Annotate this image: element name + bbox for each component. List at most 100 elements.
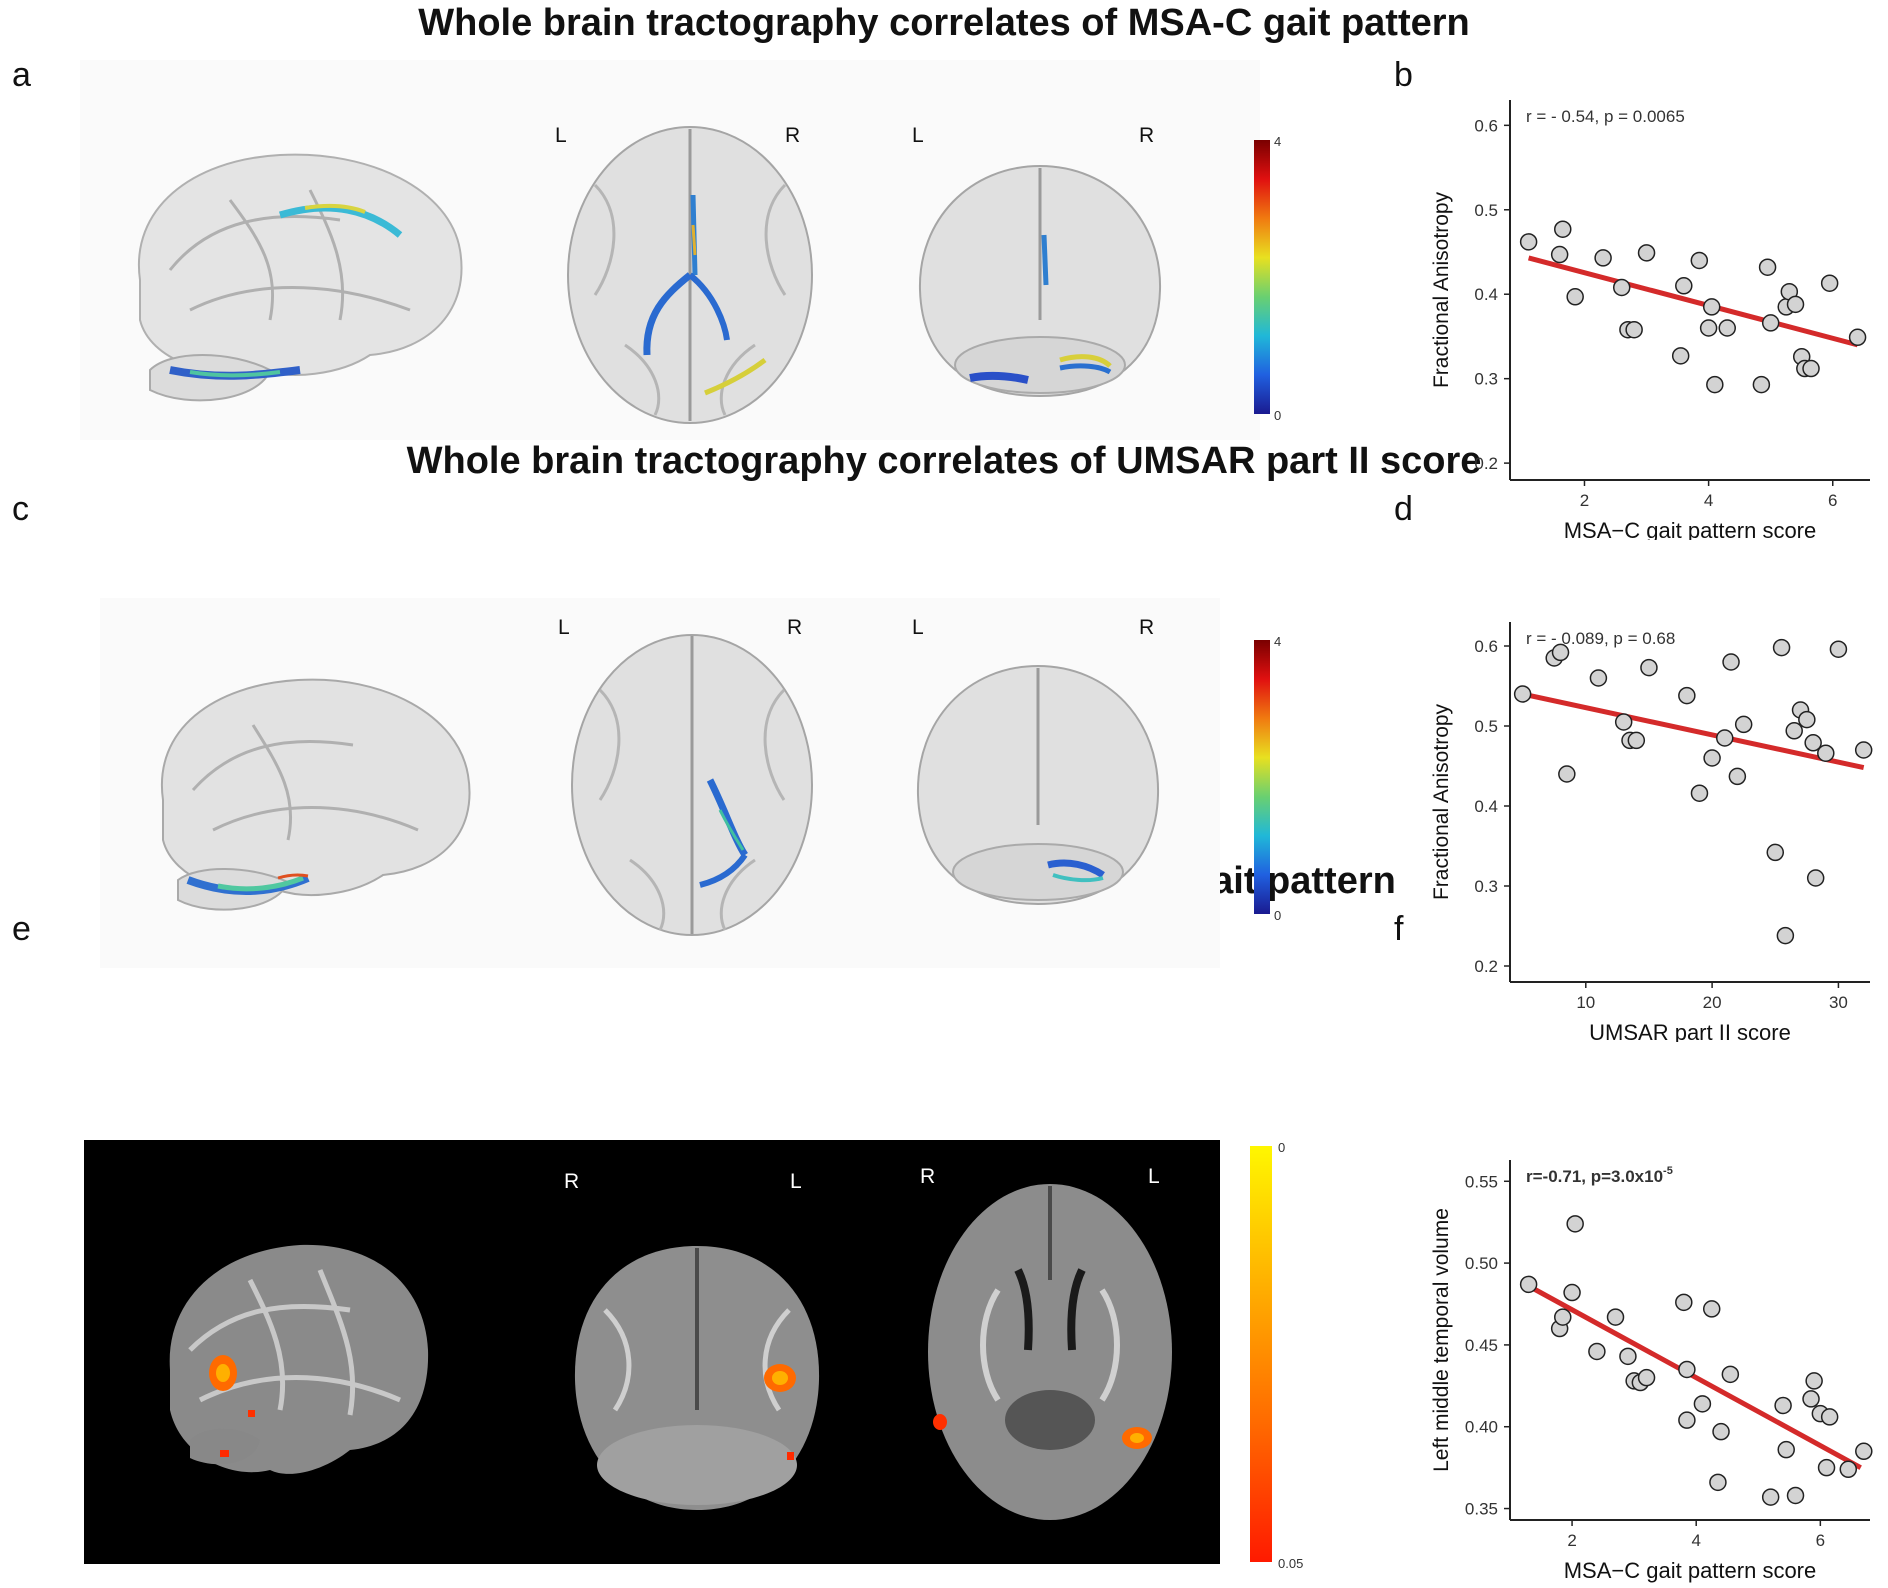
x-axis-label: UMSAR part II score [1589, 1020, 1791, 1042]
data-point [1554, 220, 1572, 238]
panel-label-a: a [12, 56, 31, 94]
y-tick-label: 0.40 [1465, 1418, 1498, 1437]
data-point [1614, 713, 1633, 731]
y-tick-label: 0.4 [1474, 285, 1498, 304]
colorbar-e [1250, 1146, 1272, 1562]
scatter-chart-d: 0.2 0.3 0.4 0.5 0.6 10 20 30 r = - 0.089, p = 0.… [1430, 622, 1873, 1042]
data-point [1805, 1372, 1823, 1390]
data-point [1712, 1422, 1730, 1441]
data-point [1690, 784, 1709, 802]
y-tick-label: 0.3 [1474, 370, 1498, 389]
orient-e2-left: L [1148, 1165, 1160, 1188]
data-point [1848, 328, 1867, 347]
x-axis-label: MSA−C gait pattern score [1564, 1558, 1817, 1583]
x-tick-label: 2 [1567, 1531, 1576, 1550]
data-point [1702, 1300, 1721, 1318]
colorbar-c-max: 4 [1274, 634, 1282, 649]
data-point [1671, 347, 1690, 365]
data-point [1817, 1458, 1836, 1477]
data-point [1699, 319, 1718, 337]
data-point [1594, 249, 1612, 267]
x-tick-label: 6 [1828, 491, 1837, 510]
scatter-chart-f: 0.35 0.40 0.45 0.50 0.55 2 4 6 r=-0.71, p=3.0x10… [1430, 1160, 1873, 1583]
data-point [1563, 1283, 1581, 1302]
y-tick-label: 0.2 [1474, 454, 1498, 473]
colorbar-a-min: 0 [1274, 408, 1282, 423]
x-tick-label: 20 [1703, 993, 1722, 1012]
x-axis-label: MSA−C gait pattern score [1564, 518, 1817, 540]
data-point [1637, 1368, 1656, 1387]
data-point [1625, 320, 1643, 339]
orient-c1-right: R [787, 616, 803, 639]
orient-c1-left: L [558, 616, 570, 639]
stats-annotation: r = - 0.54, p = 0.0065 [1526, 107, 1685, 126]
data-point [1785, 722, 1803, 740]
panel-label-b: b [1394, 56, 1413, 94]
brain-axial-a [567, 126, 813, 424]
orient-a2-right: R [1139, 124, 1155, 147]
data-point [1706, 375, 1724, 394]
brain-coronal-e [574, 1246, 820, 1510]
data-point [1619, 1347, 1637, 1366]
x-tick-label: 4 [1691, 1531, 1700, 1550]
data-point [1854, 741, 1873, 759]
data-point [1721, 1365, 1740, 1384]
data-point [1722, 653, 1740, 671]
x-tick-label: 30 [1829, 993, 1848, 1012]
data-point [1766, 843, 1785, 862]
data-point [1802, 359, 1820, 378]
data-point [1774, 1396, 1792, 1415]
data-point [1786, 295, 1805, 314]
regression-line [1527, 1283, 1862, 1470]
data-point [1804, 734, 1822, 752]
data-point [1758, 258, 1777, 276]
data-point [1588, 1342, 1606, 1361]
y-tick-label: 0.6 [1474, 637, 1498, 656]
orient-c2-right: R [1139, 616, 1155, 639]
data-point [1709, 1473, 1727, 1492]
panel-label-e: e [12, 910, 31, 948]
brain-coronal-a [918, 164, 1162, 398]
y-tick-label: 0.2 [1474, 957, 1498, 976]
data-point [1637, 244, 1656, 262]
data-point [1678, 1411, 1696, 1429]
data-point [1566, 1215, 1584, 1233]
colorbar-c [1254, 640, 1270, 914]
data-point [1761, 1488, 1780, 1506]
stats-annotation: r = - 0.089, p = 0.68 [1526, 629, 1675, 648]
x-tick-label: 2 [1580, 491, 1589, 510]
data-point [1798, 710, 1816, 729]
y-tick-label: 0.5 [1474, 201, 1498, 220]
data-point [1519, 1275, 1538, 1294]
data-point [1802, 1390, 1820, 1408]
data-point [1627, 731, 1646, 750]
data-point [1551, 643, 1570, 662]
data-point [1776, 926, 1795, 945]
regression-line [1527, 255, 1859, 348]
colorbar-e-bottom: 0.05 [1278, 1556, 1304, 1571]
brain-coronal-c [916, 664, 1160, 906]
data-point [1752, 375, 1771, 394]
y-axis-label: Fractional Anisotropy [1430, 191, 1453, 388]
orient-a1-right: R [785, 124, 801, 147]
data-point [1829, 640, 1848, 658]
colorbar-e-top: 0 [1278, 1140, 1286, 1155]
data-point [1734, 715, 1753, 734]
data-point [1820, 1408, 1839, 1426]
data-point [1678, 1360, 1696, 1379]
y-tick-label: 0.6 [1474, 116, 1498, 135]
stats-annotation: r=-0.71, p=3.0x10-5 [1526, 1165, 1673, 1186]
orient-a2-left: L [912, 124, 924, 147]
data-point [1678, 686, 1696, 705]
scatter-chart-b: 0.2 0.3 0.4 0.5 0.6 2 4 6 r = - 0.54, p = 0.0065… [1430, 100, 1870, 540]
orient-a1-left: L [555, 124, 567, 147]
data-point [1772, 638, 1791, 657]
data-point [1817, 744, 1835, 762]
y-tick-label: 0.3 [1474, 877, 1498, 896]
data-point [1513, 685, 1532, 703]
panel-label-f: f [1394, 910, 1404, 948]
orient-e1-left: L [790, 1170, 802, 1193]
brain-sagittal-c [160, 678, 471, 911]
title-umsar-tractography: Whole brain tractography correlates of U… [406, 440, 1482, 482]
data-point [1702, 298, 1721, 316]
